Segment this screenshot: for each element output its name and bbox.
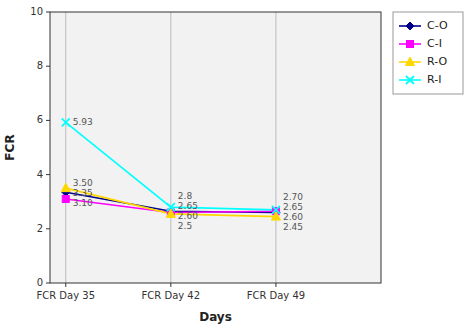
point-marker: [62, 118, 70, 126]
y-tick-label: 8: [37, 60, 43, 71]
y-tick-label: 0: [37, 277, 43, 288]
x-tick: [170, 283, 171, 287]
plot-frame: [50, 12, 381, 283]
data-label: 2.5: [178, 221, 192, 231]
data-label: 2.60: [283, 212, 303, 222]
legend-marker: [406, 57, 415, 66]
legend-label: R-I: [427, 73, 441, 86]
x-tick: [65, 283, 66, 287]
x-tick-label: FCR Day 35: [37, 290, 96, 301]
y-tick: [46, 174, 50, 175]
y-tick-label: 10: [30, 6, 43, 17]
data-label: 2.60: [178, 211, 198, 221]
point-marker: [167, 203, 175, 211]
x-tick-label: FCR Day 49: [247, 290, 306, 301]
x-axis-label: Days: [199, 310, 232, 324]
chart: 0 2 4 6 8 10 FCR Day 35 FCR Day 42 FCR Day 49 Day…: [0, 0, 473, 329]
legend-marker: [406, 22, 414, 30]
legend-marker: [407, 41, 414, 48]
y-tick: [46, 12, 50, 13]
legend-label: R-O: [427, 55, 447, 68]
point-marker: [61, 183, 70, 192]
y-tick: [46, 228, 50, 229]
data-label: 2.65: [178, 201, 198, 211]
legend-label: C-I: [427, 37, 442, 50]
grid-line: [65, 12, 66, 283]
y-axis-label: FCR: [3, 134, 17, 160]
y-tick: [46, 66, 50, 67]
data-label: 3.35: [73, 188, 93, 198]
legend-label: C-O: [427, 19, 448, 32]
plot-background: [50, 12, 381, 283]
y-tick-label: 4: [37, 169, 43, 180]
series-line: [66, 122, 276, 210]
data-label: 3.10: [73, 198, 93, 208]
data-label: 3.50: [73, 178, 93, 188]
data-label: 2.8: [178, 191, 193, 201]
data-label: 5.93: [73, 117, 93, 127]
point-marker: [272, 206, 280, 214]
legend-box: [393, 12, 463, 94]
series-line: [66, 188, 276, 216]
data-label: 2.65: [283, 202, 303, 212]
legend: C-O C-I R-O R-I: [393, 12, 463, 94]
point-marker: [62, 195, 69, 202]
y-tick: [46, 120, 50, 121]
data-label: 2.70: [283, 192, 303, 202]
y-tick-label: 2: [37, 223, 43, 234]
x-tick: [275, 283, 276, 287]
y-tick: [46, 283, 50, 284]
grid-line: [170, 12, 171, 283]
legend-marker: [406, 76, 414, 84]
grid-line: [275, 12, 276, 283]
x-tick-label: FCR Day 42: [142, 290, 201, 301]
plot-marks: [61, 118, 280, 220]
y-tick-label: 6: [37, 114, 43, 125]
data-label: 2.45: [283, 222, 303, 232]
